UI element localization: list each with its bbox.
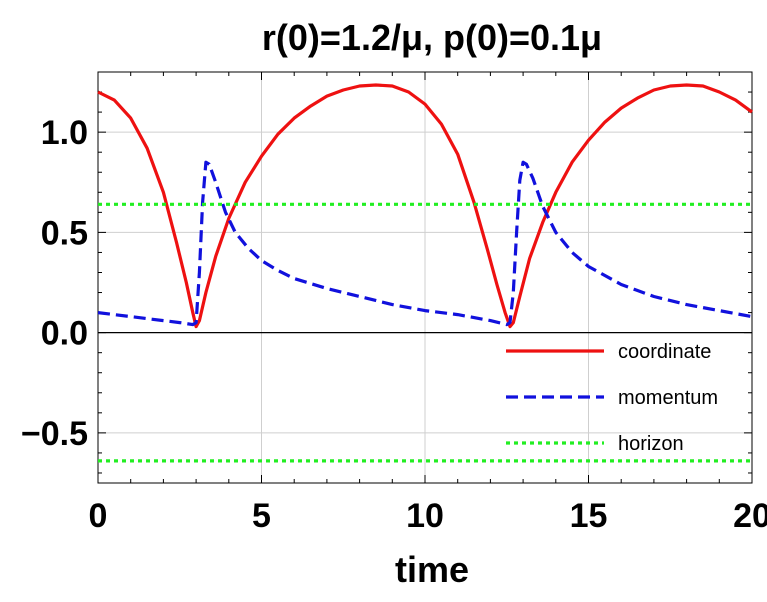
y-tick-label: 1.0: [41, 114, 88, 152]
plot-area: 0 5 10 15 20 −0.5 0.0 0.5 1.0 coordinate momentum h…: [21, 71, 767, 535]
series-line-momentum: [97, 160, 753, 327]
y-tick-label: 0.5: [41, 214, 88, 252]
legend-label-coordinate: coordinate: [618, 341, 711, 363]
x-tick-label: 20: [733, 497, 767, 535]
x-tick-label: 5: [252, 497, 271, 535]
legend-label-momentum: momentum: [618, 387, 718, 409]
x-tick-label: 10: [406, 497, 444, 535]
y-tick-label: 0.0: [41, 315, 88, 353]
x-tick-label: 15: [570, 497, 608, 535]
x-axis-label: time: [395, 549, 469, 590]
x-tick-label: 0: [89, 497, 108, 535]
chart-title: r(0)=1.2/μ, p(0)=0.1μ: [262, 17, 602, 58]
series-line-coordinate: [97, 83, 753, 329]
y-tick-label: −0.5: [21, 415, 88, 453]
legend-label-horizon: horizon: [618, 433, 684, 455]
